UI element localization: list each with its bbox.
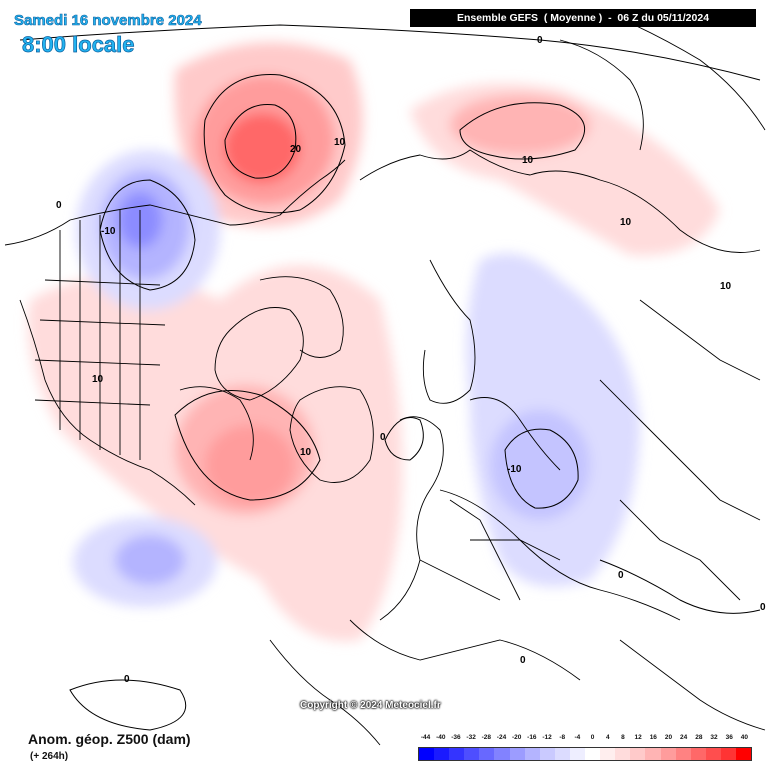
positive-core-canada-inner <box>205 425 295 505</box>
negative-anomaly-atlantic-core <box>115 535 185 585</box>
contour-alaska-neg10 <box>99 179 196 291</box>
colorbar <box>418 747 752 761</box>
colorbar-tick-label: -12 <box>542 734 552 741</box>
negative-anomaly-scandinavia-core <box>490 410 590 520</box>
positive-core-siberia <box>450 95 590 155</box>
colorbar-cell <box>434 748 450 760</box>
contour-label: 0 <box>537 35 543 46</box>
colorbar-cell <box>735 748 752 760</box>
contour-zero-lower <box>69 679 187 731</box>
contour-pacific-20 <box>224 103 297 179</box>
positive-core-pacific-inner <box>224 113 300 183</box>
contour-label: 10 <box>522 155 534 166</box>
colorbar-tick-label: 20 <box>664 734 673 741</box>
forecast-date: Samedi 16 novembre 2024 <box>14 12 202 30</box>
colorbar-cell <box>419 748 435 760</box>
anomaly-contours <box>19 24 761 731</box>
model-run-info: Ensemble GEFS ( Moyenne ) - 06 Z du 05/1… <box>410 9 756 27</box>
colorbar-cell <box>539 748 555 760</box>
copyright-notice: Copyright © 2024 Meteociel.fr <box>300 700 441 711</box>
contour-label: 0 <box>56 200 62 211</box>
contour-label: -10 <box>101 226 116 237</box>
colorbar-tick-label: -32 <box>466 734 476 741</box>
colorbar-cell <box>479 748 495 760</box>
variable-title: Anom. géop. Z500 (dam) <box>28 731 191 747</box>
contour-label: 0 <box>618 570 624 581</box>
contour-label: 10 <box>334 137 346 148</box>
colorbar-cell <box>585 748 601 760</box>
colorbar-tick-label: 40 <box>740 734 749 741</box>
contour-pacific-10 <box>203 74 346 214</box>
colorbar-tick-label: 0 <box>590 734 595 741</box>
contour-scandinavia-neg10 <box>504 428 579 509</box>
colorbar-cell <box>464 748 480 760</box>
colorbar-cell <box>630 748 646 760</box>
colorbar-tick-label: 24 <box>680 734 688 741</box>
colorbar-cell <box>449 748 465 760</box>
contour-label: 0 <box>520 655 526 666</box>
colorbar-tick-label: -20 <box>511 734 522 741</box>
colorbar-tick-label: -44 <box>420 734 431 741</box>
colorbar-cell <box>524 748 540 760</box>
contour-label: 10 <box>720 281 732 292</box>
contour-label: -10 <box>507 464 522 475</box>
lead-time: (+ 264h) <box>30 751 69 762</box>
contour-zero-main <box>19 24 761 81</box>
contour-label: 0 <box>124 674 130 685</box>
colorbar-tick-label: 16 <box>649 734 657 741</box>
colorbar-tick-label: 32 <box>710 734 718 741</box>
contour-label: 10 <box>300 447 312 458</box>
colorbar-cell <box>705 748 721 760</box>
colorbar-cell <box>660 748 676 760</box>
contour-label: 20 <box>290 144 302 155</box>
colorbar-cell <box>509 748 525 760</box>
colorbar-cell <box>569 748 586 760</box>
contour-labels: 0 0 10 20 10 10 10 0 10 -10 10 0 -10 0 0… <box>56 35 766 685</box>
colorbar-tick-label: -8 <box>559 734 566 741</box>
colorbar-tick-label: -40 <box>436 734 446 741</box>
colorbar-cell <box>615 748 631 760</box>
colorbar-cell <box>600 748 616 760</box>
colorbar-tick-label: 8 <box>621 734 625 741</box>
colorbar-tick-label: 28 <box>695 734 703 741</box>
colorbar-ticks: -44 -40 -36 -32 -28 -24 -20 -16 -12 -8 -4 0 4 8 12 16 20… <box>418 734 752 746</box>
forecast-local-time: 8:00 locale <box>22 32 135 58</box>
colorbar-tick-label: 4 <box>605 734 610 741</box>
contour-label: 10 <box>620 217 632 228</box>
contour-label: 10 <box>92 374 104 385</box>
colorbar-tick-label: -4 <box>574 734 581 741</box>
colorbar-cell <box>675 748 691 760</box>
colorbar-cell <box>554 748 570 760</box>
contour-label: 0 <box>760 602 766 613</box>
coastlines <box>4 9 766 746</box>
colorbar-tick-label: -16 <box>527 734 537 741</box>
colorbar-tick-label: 36 <box>725 734 733 741</box>
contour-zero-europe <box>384 417 424 461</box>
colorbar-tick-label: -24 <box>496 734 507 741</box>
contour-zero-east <box>599 559 761 614</box>
contour-label: 0 <box>380 432 386 443</box>
colorbar-tick-label: -36 <box>451 734 461 741</box>
colorbar-cell <box>494 748 510 760</box>
contour-canada-10 <box>174 390 321 501</box>
contour-siberia-10 <box>459 102 585 160</box>
colorbar-cell <box>645 748 661 760</box>
colorbar-tick-label: 12 <box>634 734 642 741</box>
colorbar-cell <box>720 748 736 760</box>
colorbar-cell <box>690 748 706 760</box>
anomaly-shading <box>28 42 720 642</box>
colorbar-tick-label: -28 <box>481 734 492 741</box>
